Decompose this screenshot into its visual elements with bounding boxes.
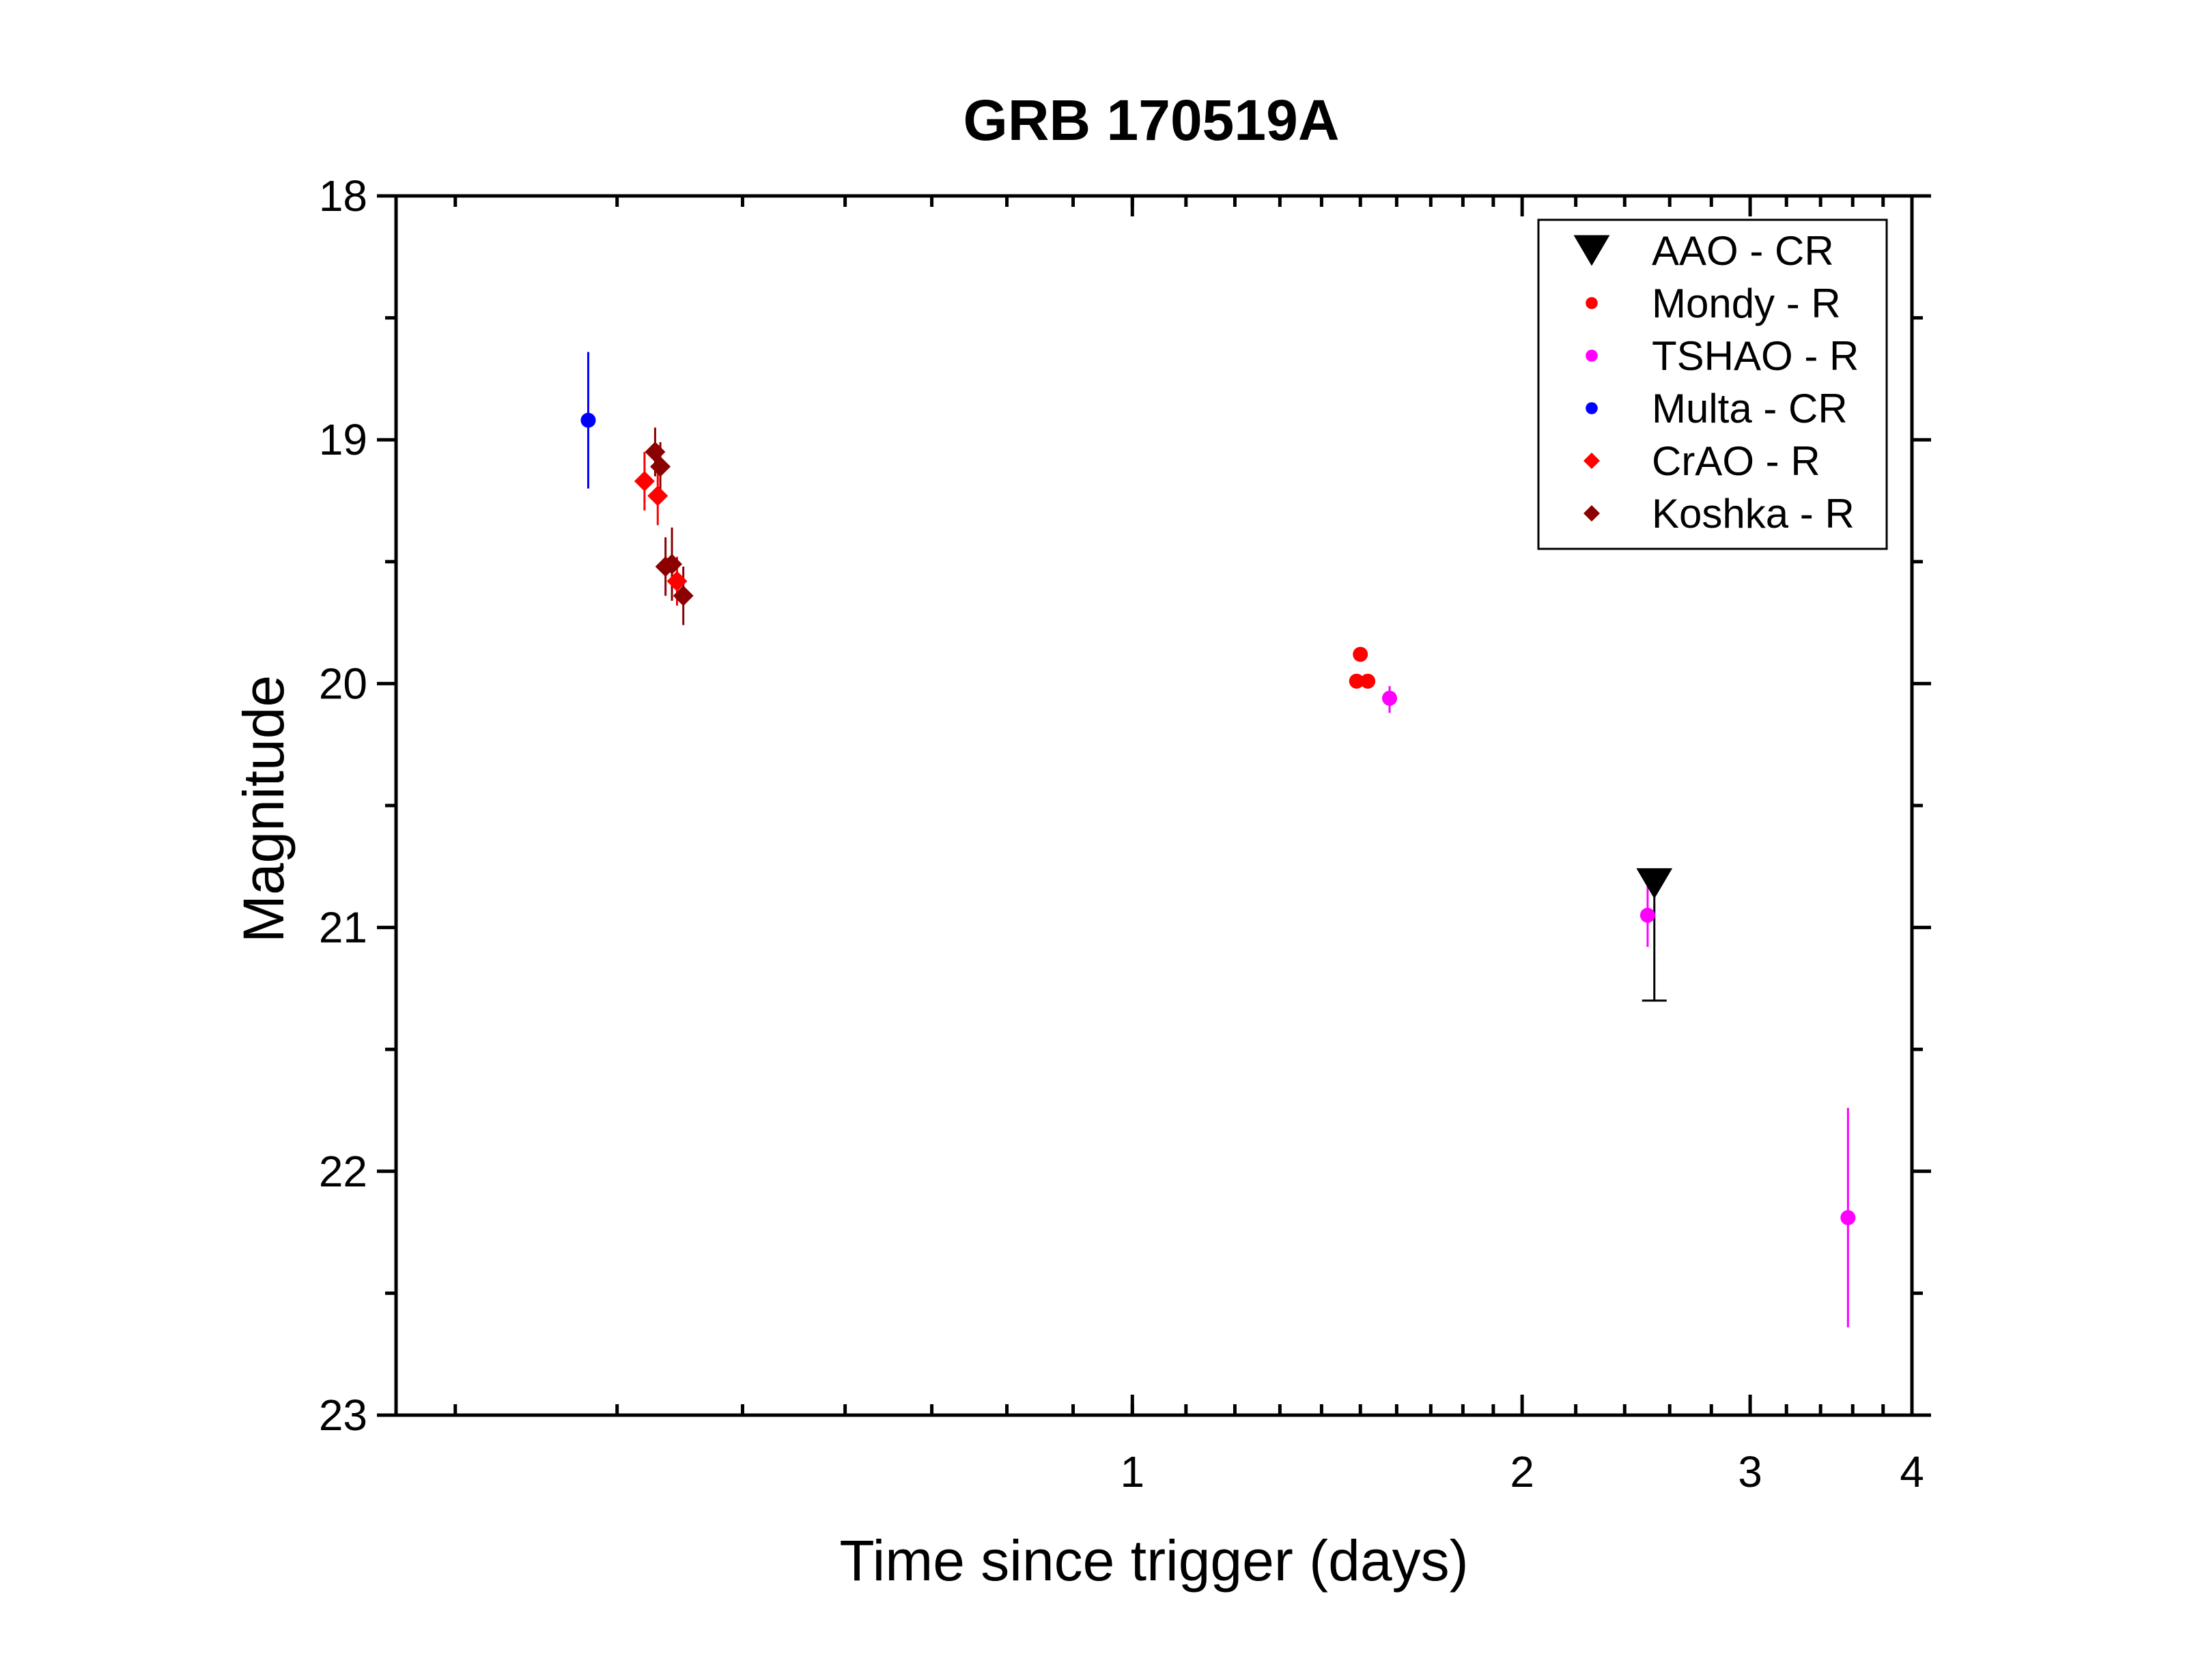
x-axis-label: Time since trigger (days) [839,1528,1468,1593]
x-tick-label: 3 [1738,1447,1762,1496]
y-tick-label: 23 [319,1391,367,1440]
legend-label: TSHAO - R [1652,333,1859,379]
legend-box [1537,218,1888,550]
legend-marker [1586,402,1598,414]
legend: AAO - CR Mondy - R TSHAO - R Multa - CR CrAO… [1537,218,1888,550]
y-tick-label: 22 [319,1147,367,1196]
chart-title: GRB 170519A [963,88,1340,152]
legend-marker [1573,235,1610,266]
x-tick-label: 4 [1900,1447,1924,1496]
legend-label: Koshka - R [1652,491,1855,537]
data-point [1639,907,1655,923]
y-tick-label: 20 [319,659,367,708]
data-point [580,412,596,428]
legend-marker [1583,453,1600,469]
data-point [673,585,694,606]
data-point [662,554,683,575]
data-point [650,456,671,477]
legend-label: Multa - CR [1652,386,1848,431]
y-tick-label: 21 [319,903,367,952]
y-tick-label: 18 [319,171,367,220]
x-tick-label: 2 [1510,1447,1534,1496]
data-point [1360,673,1376,689]
data-point [1349,673,1364,689]
data-point [1353,646,1368,662]
legend-label: CrAO - R [1652,438,1820,484]
x-tick-label: 1 [1121,1447,1145,1496]
legend-marker [1586,350,1598,362]
legend-label: Mondy - R [1652,281,1841,326]
data-point [1840,1210,1856,1225]
data-point [666,571,688,592]
data-point [1636,868,1673,899]
data-point [634,470,655,492]
y-axis-label: Magnitude [231,675,296,943]
data-point [647,485,668,507]
y-tick-label: 19 [319,415,367,464]
legend-label: AAO - CR [1652,228,1834,274]
data-point [1382,690,1398,706]
legend-marker [1583,505,1600,522]
legend-marker [1586,297,1598,309]
